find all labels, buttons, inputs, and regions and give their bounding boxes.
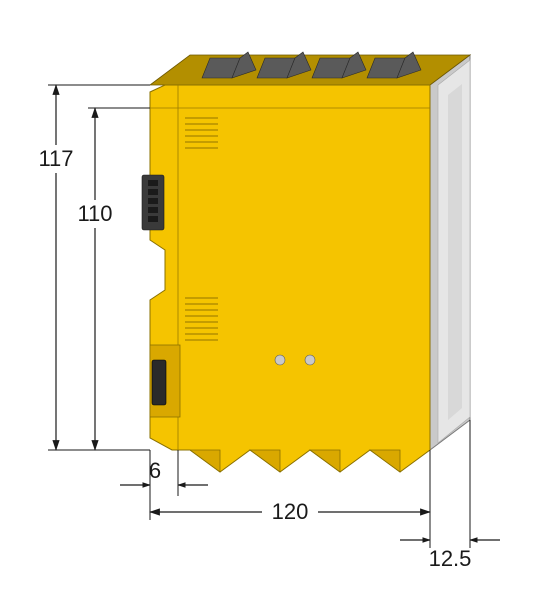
dim-label-6: 6 [149, 458, 161, 483]
lower-port [150, 345, 180, 417]
dim-label-110: 110 [77, 201, 112, 226]
dim-label-12-5: 12.5 [429, 546, 472, 571]
dim-label-120: 120 [272, 499, 309, 524]
face-screw-2 [305, 355, 315, 365]
face-screw-1 [275, 355, 285, 365]
side-connector [142, 175, 164, 230]
dim-offset-left: 6 [120, 458, 208, 485]
dim-width: 12.5 [400, 540, 500, 571]
device-front-face [142, 85, 430, 472]
dim-height-outer: 117 [30, 85, 82, 450]
dim-depth: 120 [150, 498, 430, 526]
device-side-panel [430, 55, 470, 450]
device-top-edge [150, 52, 470, 85]
dim-label-117: 117 [38, 146, 73, 171]
